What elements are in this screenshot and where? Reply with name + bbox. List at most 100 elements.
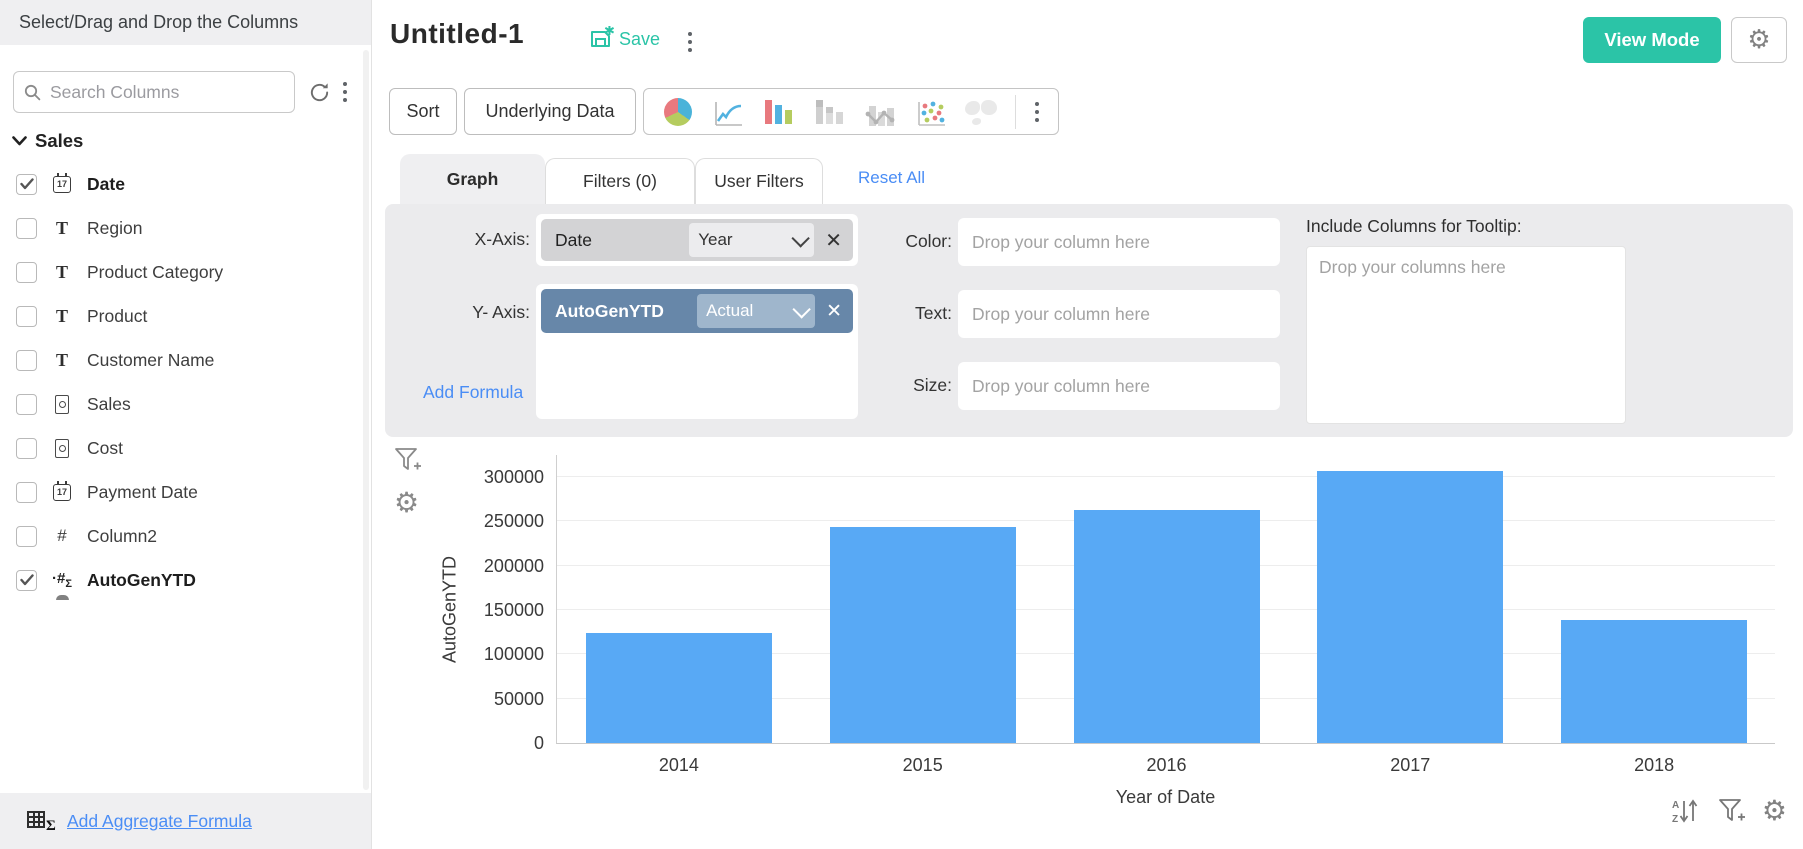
tab-user-filters[interactable]: User Filters <box>695 158 823 204</box>
column-item-region[interactable]: T Region <box>0 206 371 250</box>
y-column-name: AutoGenYTD <box>555 300 664 321</box>
scatter-chart-icon[interactable] <box>914 96 948 128</box>
pie-chart-icon[interactable] <box>661 96 695 128</box>
search-input[interactable] <box>50 81 270 103</box>
bar-chart-plot: 0 50000 100000 150000 200000 250000 300000 2014… <box>484 455 1775 775</box>
y-axis-dropzone[interactable]: AutoGenYTD Actual ✕ <box>536 284 858 419</box>
report-title[interactable]: Untitled-1 <box>390 18 525 49</box>
filter-icon[interactable] <box>1718 798 1746 824</box>
bar-2016[interactable] <box>1073 509 1260 743</box>
tooltip-dropzone[interactable]: Drop your columns here <box>1306 246 1626 424</box>
x-tick-label: 2016 <box>1146 755 1187 775</box>
column-item-date[interactable]: 17 Date <box>0 162 371 206</box>
svg-text:Z: Z <box>1672 814 1678 824</box>
size-label: Size: <box>913 375 952 395</box>
reset-all-link[interactable]: Reset All <box>858 168 926 187</box>
refresh-icon[interactable] <box>308 81 331 104</box>
formula-type-icon: ·#Σ <box>52 570 72 590</box>
columns-sidebar: Select/Drag and Drop the Columns Sales 1… <box>0 0 372 849</box>
search-box[interactable] <box>13 71 295 113</box>
text-label: Text: <box>915 303 952 323</box>
column-label: Sales <box>87 393 131 414</box>
search-icon <box>24 84 41 100</box>
scroll-cut-item <box>56 595 69 600</box>
gridline <box>557 476 1775 477</box>
column-label: Region <box>87 217 143 238</box>
remove-y-column-icon[interactable]: ✕ <box>826 300 842 322</box>
sidebar-scrollbar[interactable] <box>363 50 369 790</box>
table-section-sales[interactable]: Sales <box>12 130 83 152</box>
x-axis-title: Year of Date <box>1115 787 1216 807</box>
sort-az-icon[interactable]: AZ <box>1672 798 1702 824</box>
save-label: Save <box>619 28 661 49</box>
column-item-payment-date[interactable]: 17 Payment Date <box>0 470 371 514</box>
checkbox-cost[interactable] <box>16 437 37 459</box>
column-item-product[interactable]: T Product <box>0 294 371 338</box>
aggregate-formula-icon: Σ <box>27 811 56 831</box>
more-chart-types-kebab-icon[interactable] <box>1016 98 1058 126</box>
checkbox-payment-date[interactable] <box>16 481 37 503</box>
column-item-column2[interactable]: # Column2 <box>0 514 371 558</box>
x-column-name: Date <box>555 229 592 250</box>
bar-2014[interactable] <box>585 633 772 743</box>
number-type-icon: # <box>57 526 67 545</box>
y-axis-column-chip[interactable]: AutoGenYTD Actual ✕ <box>541 289 853 333</box>
checkbox-region[interactable] <box>16 217 37 239</box>
add-formula-link[interactable]: Add Formula <box>423 382 524 402</box>
checkbox-column2[interactable] <box>16 525 37 547</box>
size-dropzone[interactable]: Drop your column here <box>958 362 1280 410</box>
chart-type-icons <box>644 89 1015 134</box>
bar-2015[interactable] <box>829 526 1016 743</box>
column-item-sales[interactable]: Sales <box>0 382 371 426</box>
x-function-dropdown[interactable]: Year <box>689 223 815 257</box>
title-menu-kebab-icon[interactable] <box>682 28 698 56</box>
add-aggregate-formula-link[interactable]: Add Aggregate Formula <box>67 810 252 831</box>
save-button[interactable]: ✱ Save <box>588 26 660 52</box>
remove-x-column-icon[interactable]: ✕ <box>825 229 842 252</box>
map-chart-icon[interactable] <box>964 96 998 128</box>
chart-area: ⚙ 0 50000 100000 150000 200000 250000 300000 20… <box>372 437 1803 849</box>
add-filter-icon[interactable] <box>394 447 422 473</box>
section-label: Sales <box>35 130 84 151</box>
y-function-dropdown[interactable]: Actual <box>697 294 816 328</box>
bar-2018[interactable] <box>1561 619 1748 743</box>
x-axis-dropzone[interactable]: Date Year ✕ <box>536 214 858 266</box>
checkbox-sales[interactable] <box>16 393 37 415</box>
sidebar-menu-kebab-icon[interactable] <box>337 78 353 106</box>
checkbox-product-category[interactable] <box>16 261 37 283</box>
text-dropzone[interactable]: Drop your column here <box>958 290 1280 338</box>
column-item-cost[interactable]: Cost <box>0 426 371 470</box>
column-item-autogenytd[interactable]: ·#Σ AutoGenYTD <box>0 558 371 602</box>
column-label: Customer Name <box>87 349 215 370</box>
x-tick-label: 2015 <box>902 755 943 775</box>
combo-chart-icon[interactable] <box>863 96 897 128</box>
x-axis-column-chip[interactable]: Date Year ✕ <box>541 219 853 261</box>
tab-graph[interactable]: Graph <box>400 154 545 204</box>
y-tick-label: 50000 <box>493 688 544 709</box>
column-item-product-category[interactable]: T Product Category <box>0 250 371 294</box>
y-tick-label: 100000 <box>483 644 544 665</box>
sort-button[interactable]: Sort <box>389 88 457 135</box>
column-label: Product Category <box>87 261 224 282</box>
stacked-bar-chart-icon[interactable] <box>813 96 847 128</box>
svg-text:Σ: Σ <box>46 818 56 831</box>
view-mode-button[interactable]: View Mode <box>1583 17 1721 63</box>
size-placeholder: Drop your column here <box>972 375 1150 396</box>
bar-chart-icon[interactable] <box>762 96 796 128</box>
checkbox-product[interactable] <box>16 305 37 327</box>
bar-2017[interactable] <box>1317 470 1504 743</box>
tab-filters[interactable]: Filters (0) <box>545 158 695 204</box>
svg-text:A: A <box>1672 800 1679 811</box>
column-item-customer-name[interactable]: T Customer Name <box>0 338 371 382</box>
underlying-data-button[interactable]: Underlying Data <box>464 88 636 135</box>
checkbox-date[interactable] <box>16 173 37 195</box>
svg-text:✱: ✱ <box>604 26 614 38</box>
checkbox-customer-name[interactable] <box>16 349 37 371</box>
color-dropzone[interactable]: Drop your column here <box>958 218 1280 266</box>
line-chart-icon[interactable] <box>711 96 745 128</box>
chart-options-gear-icon[interactable]: ⚙ <box>1761 794 1787 827</box>
checkbox-autogenytd[interactable] <box>16 569 37 591</box>
settings-gear-button[interactable]: ⚙ <box>1731 17 1787 63</box>
chart-settings-gear-icon[interactable]: ⚙ <box>394 486 420 519</box>
column-label: Cost <box>87 437 123 458</box>
